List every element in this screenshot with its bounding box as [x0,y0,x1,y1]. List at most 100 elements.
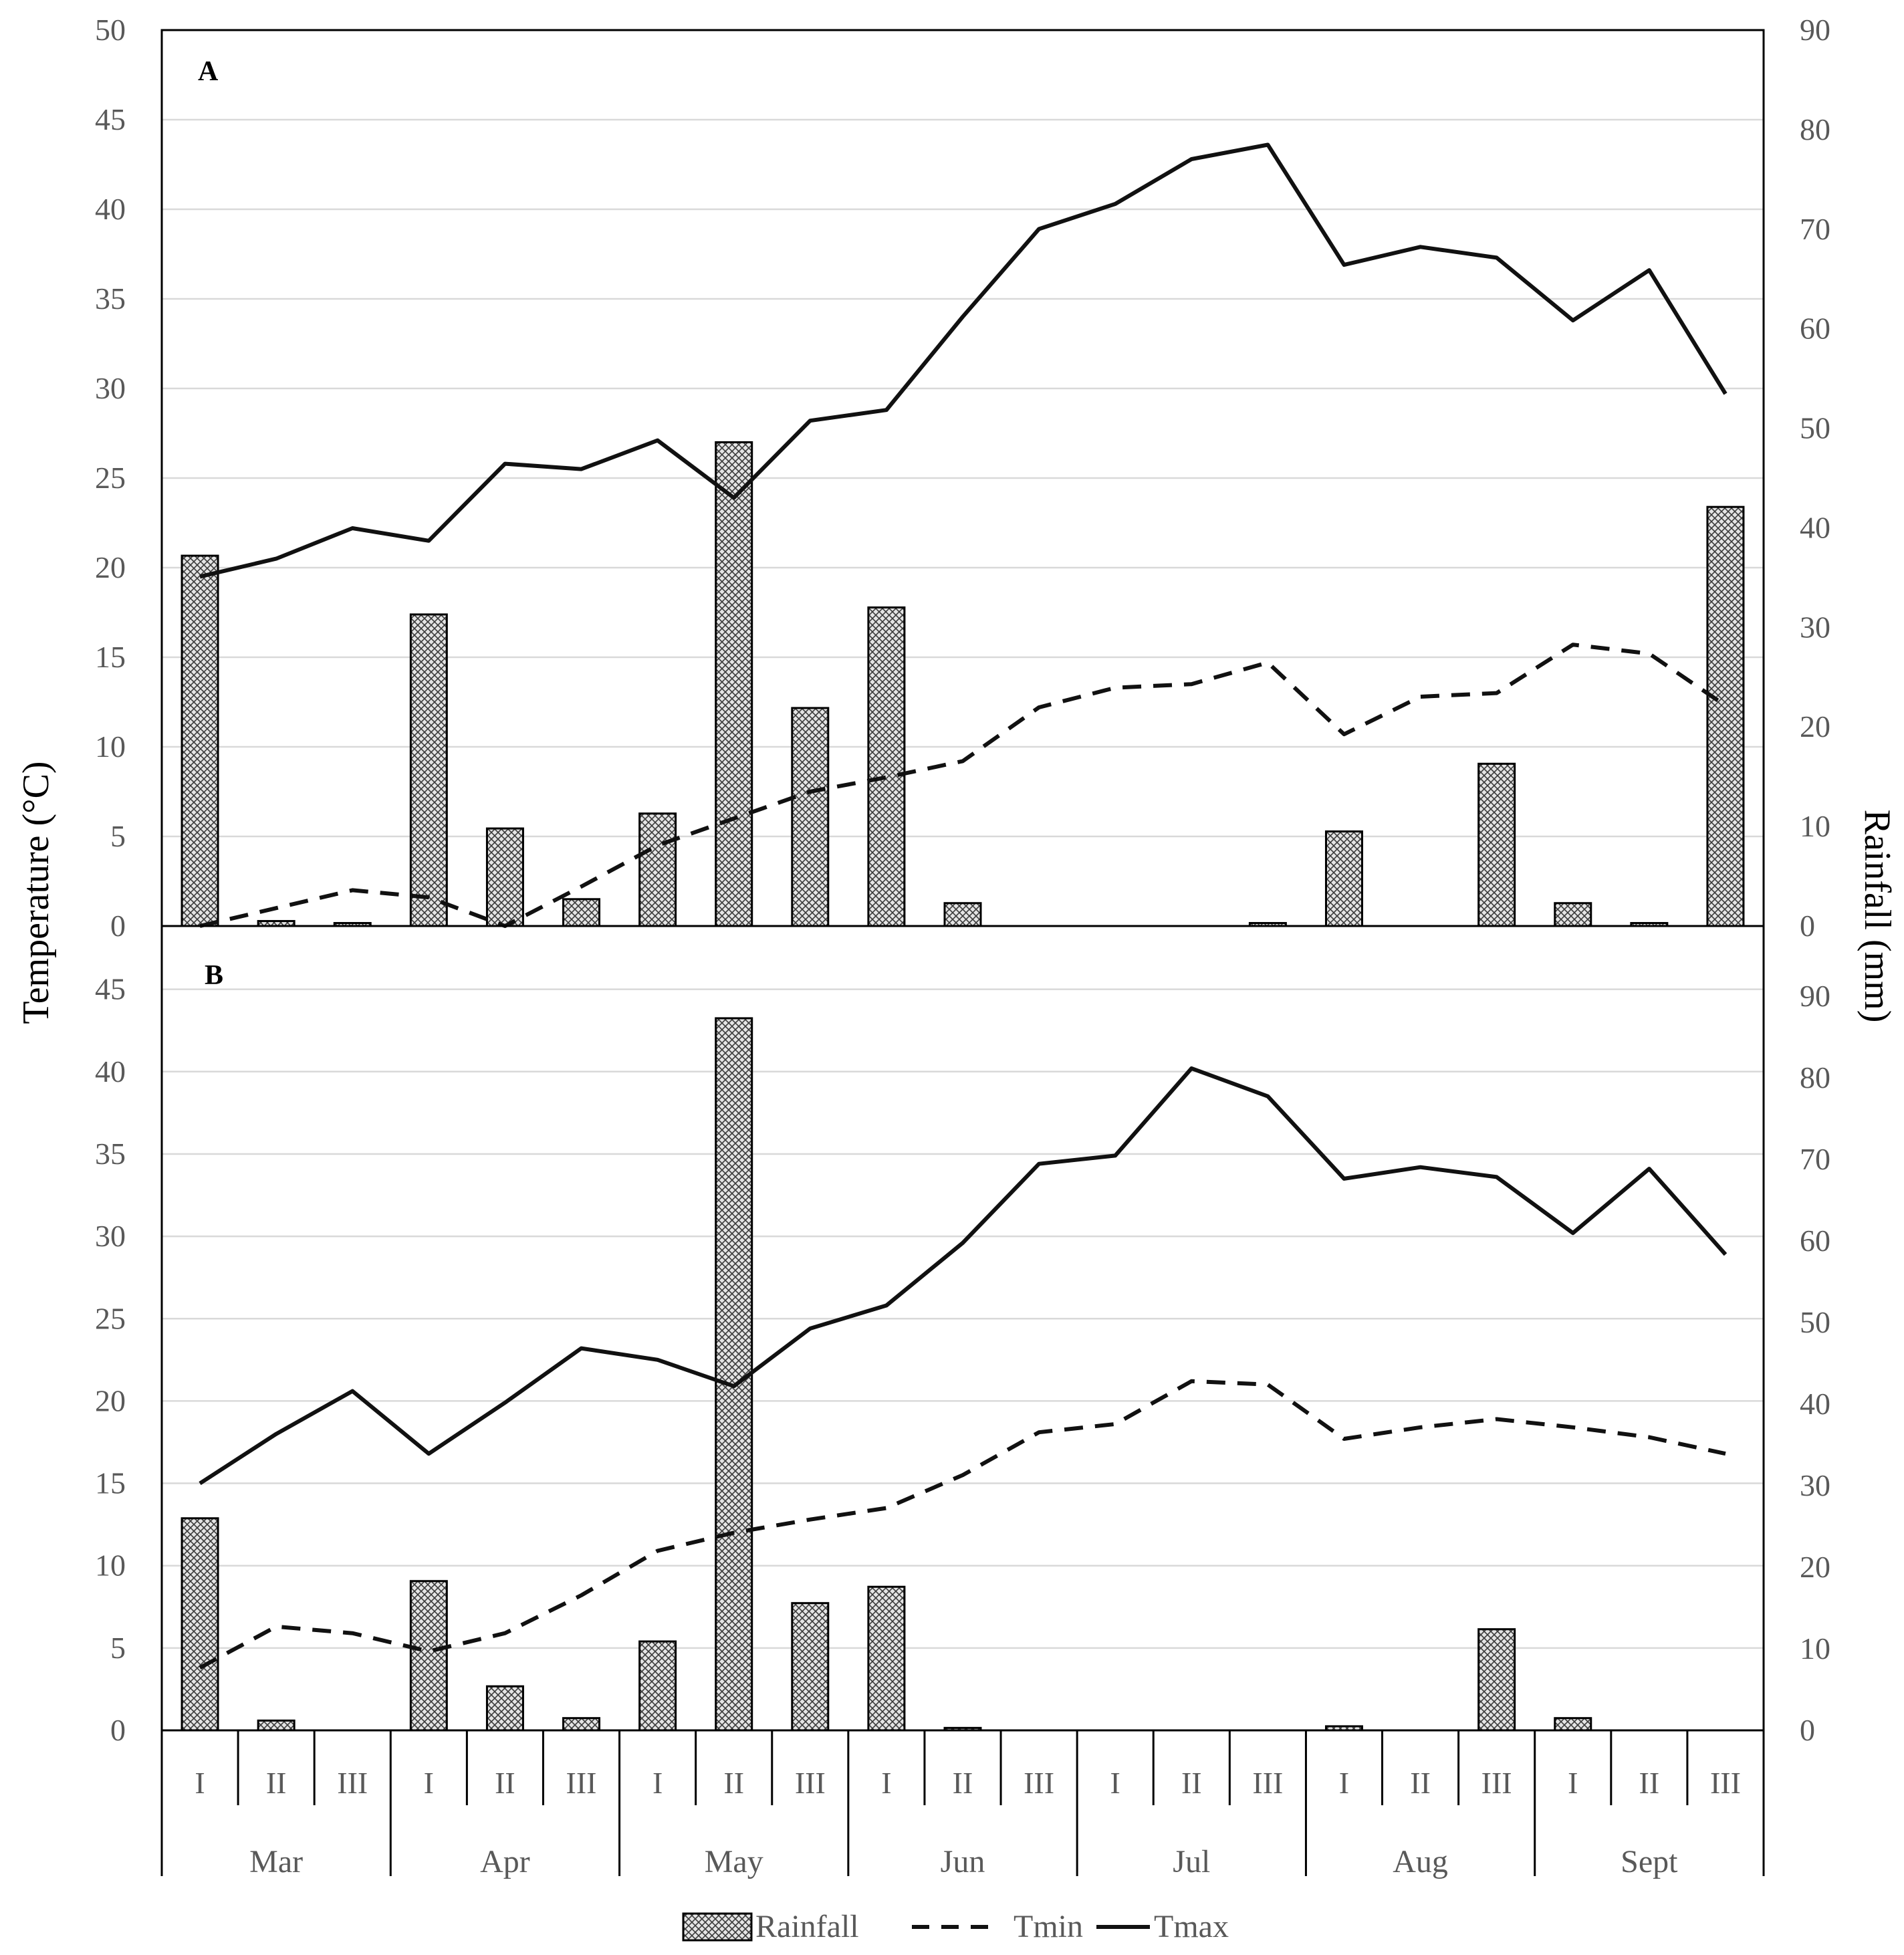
left-tick-label: 10 [95,729,126,764]
panel-b-label: B [205,960,223,991]
rainfall-bar [715,1017,753,1732]
right-tick-label: 10 [1800,1631,1830,1665]
tmax-line [199,1066,1728,1486]
rainfall-bar [181,1517,219,1732]
period-label: II [495,1766,515,1800]
left-tick-label: 45 [95,972,126,1006]
right-tick-label: 50 [1800,1305,1830,1339]
left-tick-label: 50 [95,13,126,47]
period-label: II [266,1766,287,1800]
period-label: I [881,1766,891,1800]
period-label: I [1110,1766,1120,1800]
right-tick-label: 40 [1800,510,1830,544]
left-tick-label: 10 [95,1548,126,1583]
left-tick-label: 40 [95,192,126,226]
right-tick-label: 0 [1800,909,1815,943]
right-tick-label: 60 [1800,312,1830,346]
right-tick-label: 20 [1800,709,1830,743]
tmin-line [199,643,1727,928]
rainfall-bar [409,613,448,927]
right-tick-label: 30 [1800,1468,1830,1502]
period-label: II [723,1766,744,1800]
rainfall-bar [638,1640,677,1732]
left-tick-label: 5 [110,1631,126,1665]
legend-tmin-label: Tmin [1014,1909,1083,1944]
left-tick-label: 35 [95,1137,126,1171]
right-tick-label: 80 [1800,112,1830,146]
left-tick-label: 25 [95,1301,126,1335]
period-label: II [1639,1766,1660,1800]
right-tick-label: 20 [1800,1550,1830,1584]
left-tick-label: 15 [95,1466,126,1500]
left-tick-label: 30 [95,371,126,405]
rainfall-bar [1477,762,1516,927]
right-tick-label: 30 [1800,610,1830,644]
month-label: Sept [1621,1844,1678,1879]
period-label: II [953,1766,973,1800]
right-tick-label: 90 [1800,979,1830,1013]
rainfall-bar [562,1717,601,1732]
rainfall-bar [1477,1628,1516,1732]
month-label: Apr [480,1844,530,1879]
left-tick-label: 0 [110,909,126,943]
right-tick-label: 10 [1800,809,1830,843]
month-label: Aug [1393,1844,1448,1879]
rainfall-bar [485,1685,524,1732]
right-tick-label: 60 [1800,1224,1830,1258]
rainfall-bar [562,898,601,927]
period-label: I [424,1766,434,1800]
legend-tmax-label: Tmax [1154,1909,1229,1944]
left-tick-label: 35 [95,281,126,316]
period-label: III [1481,1766,1512,1800]
plot-frame [160,925,1765,1732]
period-label: I [195,1766,205,1800]
month-label: Jul [1173,1844,1210,1879]
period-label: III [566,1766,597,1800]
legend-rainfall-label: Rainfall [755,1909,859,1944]
rainfall-bar [943,902,982,927]
rainfall-bar [1706,505,1745,927]
left-tick-label: 25 [95,461,126,495]
right-tick-label: 40 [1800,1387,1830,1421]
left-axis-title: Temperature (°C) [15,761,57,1024]
rainfall-bar [257,1719,295,1732]
left-tick-label: 45 [95,102,126,136]
left-tick-label: 5 [110,819,126,853]
legend-rainfall-swatch [682,1912,753,1942]
left-tick-label: 40 [95,1054,126,1088]
legend: Rainfall Tmin Tmax [682,1909,1229,1944]
period-label: I [1568,1766,1578,1800]
tmax-line [199,142,1728,579]
rainfall-bar [791,707,830,927]
right-tick-label: 70 [1800,1142,1830,1176]
tmin-line [199,1379,1726,1670]
right-tick-label: 70 [1800,212,1830,246]
rainfall-bar [715,441,753,927]
rainfall-bar [1324,830,1363,927]
period-label: III [1710,1766,1741,1800]
rainfall-bar [1554,902,1592,927]
period-label: I [1339,1766,1349,1800]
period-label: III [1252,1766,1283,1800]
left-tick-label: 0 [110,1713,126,1747]
left-tick-label: 20 [95,1383,126,1417]
month-label: Mar [249,1844,303,1879]
period-label: III [337,1766,368,1800]
right-tick-label: 50 [1800,411,1830,445]
left-tick-label: 20 [95,550,126,584]
left-tick-label: 15 [95,640,126,674]
period-label: I [652,1766,663,1800]
rainfall-bar [1554,1717,1592,1732]
month-label: Jun [941,1844,985,1879]
period-label: II [1181,1766,1202,1800]
rainfall-bar [409,1580,448,1732]
left-tick-label: 30 [95,1219,126,1253]
period-label: III [795,1766,826,1800]
rainfall-bar [791,1602,830,1732]
rainfall-bar [867,606,906,927]
month-label: May [705,1844,763,1879]
panel-a-label: A [198,56,219,87]
right-tick-label: 90 [1800,13,1830,47]
rainfall-bar [485,827,524,927]
